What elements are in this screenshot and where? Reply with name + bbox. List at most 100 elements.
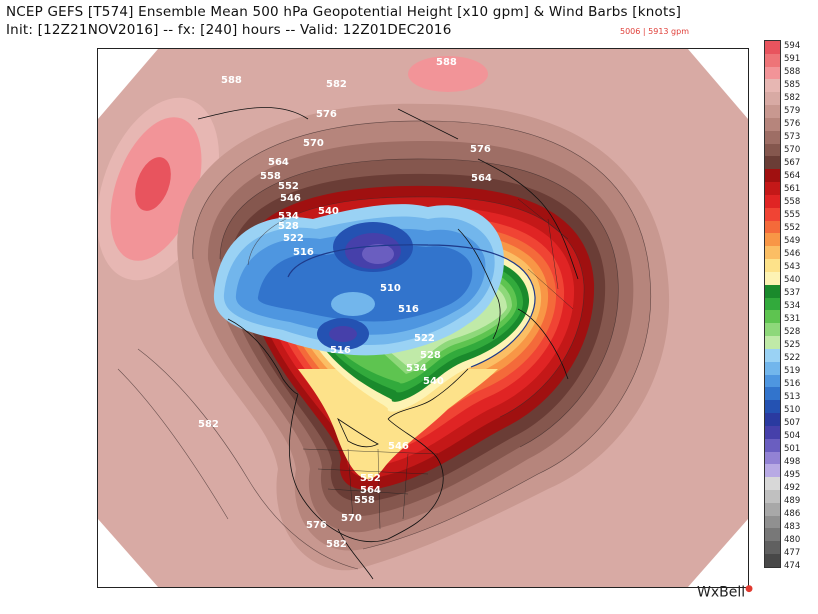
color-scale-label: 498 [784,456,816,469]
color-scale-label: 567 [784,157,816,170]
color-scale-swatch [765,118,780,131]
color-scale-label: 552 [784,222,816,235]
contour-label: 582 [198,419,219,430]
contour-label: 546 [280,193,301,204]
color-scale-swatch [765,298,780,311]
color-scale-swatch [765,182,780,195]
color-scale-label: 480 [784,534,816,547]
color-scale-swatch [765,310,780,323]
color-scale-label: 504 [784,430,816,443]
color-scale-label: 486 [784,508,816,521]
color-scale-swatch [765,156,780,169]
color-scale-swatch [765,439,780,452]
color-scale-label: 489 [784,495,816,508]
brand-text: WxBell [697,585,745,601]
color-scale-label: 549 [784,235,816,248]
contour-label: 570 [341,513,362,524]
color-scale-label: 531 [784,313,816,326]
contour-label: 546 [388,441,409,452]
color-scale-swatch [765,375,780,388]
color-scale-label: 594 [784,40,816,53]
color-scale-label: 501 [784,443,816,456]
color-scale-swatch [765,400,780,413]
color-scale-label: 573 [784,131,816,144]
color-scale-swatch [765,503,780,516]
color-scale-label: 543 [784,261,816,274]
color-scale-swatch [765,516,780,529]
contour-label: 540 [318,206,339,217]
color-scale-swatch [765,413,780,426]
geopotential-height-map: 588 588 582 576 570 576 564 564 558 552 … [98,49,748,587]
color-scale-swatch [765,233,780,246]
color-scale-label: 582 [784,92,816,105]
contour-label: 552 [278,181,299,192]
contour-label: 558 [354,495,375,506]
contour-label: 516 [330,345,351,356]
color-scale-label: 507 [784,417,816,430]
contour-label: 582 [326,79,347,90]
color-scale-label: 474 [784,560,816,573]
color-scale-swatch [765,169,780,182]
color-scale-swatch [765,67,780,80]
color-scale-swatch [765,285,780,298]
contour-label: 588 [436,57,457,68]
color-scale-swatch [765,246,780,259]
color-scale-label: 477 [784,547,816,560]
color-scale-label: 558 [784,196,816,209]
color-scale-swatch [765,92,780,105]
color-scale-swatch [765,131,780,144]
color-scale-label: 591 [784,53,816,66]
weak-ridge-inner [331,292,375,316]
color-scale-swatch [765,259,780,272]
color-scale-label: 555 [784,209,816,222]
color-scale-swatch [765,349,780,362]
color-scale-label: 576 [784,118,816,131]
color-scale-swatch [765,41,780,54]
contour-label: 534 [406,363,427,374]
color-scale-swatch [765,336,780,349]
color-scale-label: 579 [784,105,816,118]
color-scale-swatch [765,362,780,375]
wxbell-logo: WxBell● [697,584,753,601]
color-scale-label: 525 [784,339,816,352]
color-scale-swatch [765,477,780,490]
color-scale-label: 540 [784,274,816,287]
color-scale-swatch [765,387,780,400]
color-scale-label: 495 [784,469,816,482]
contour-label: 528 [420,350,441,361]
contour-label: 528 [278,221,299,232]
color-scale-label: 585 [784,79,816,92]
contour-label: 540 [423,376,444,387]
color-scale-label: 513 [784,391,816,404]
color-scale-swatch [765,464,780,477]
map-panel: 588 588 582 576 570 576 564 564 558 552 … [97,48,749,588]
chart-subtitle: Init: [12Z21NOV2016] -- fx: [240] hours … [6,22,452,38]
color-scale-label: 570 [784,144,816,157]
color-scale-swatch [765,323,780,336]
color-scale-label: 492 [784,482,816,495]
color-scale-swatch [765,195,780,208]
color-scale-swatch [765,528,780,541]
contour-label: 516 [293,247,314,258]
color-scale-label: 546 [784,248,816,261]
color-scale-label: 561 [784,183,816,196]
contour-label: 522 [414,333,435,344]
contour-label: 576 [470,144,491,155]
contour-label: 588 [221,75,242,86]
color-scale-swatch [765,490,780,503]
color-scale-swatch [765,272,780,285]
color-scale-swatch [765,554,780,567]
contour-label: 564 [360,485,381,496]
color-scale-label: 564 [784,170,816,183]
color-scale-label: 510 [784,404,816,417]
brand-dot-icon: ● [745,584,753,594]
color-scale-swatch [765,541,780,554]
contour-label: 570 [303,138,324,149]
color-scale-swatch [765,452,780,465]
contour-label: 516 [398,304,419,315]
low-core-south-inner [329,326,357,342]
value-range-label: 5006 | 5913 gpm [620,27,689,36]
color-scale-label: 534 [784,300,816,313]
color-scale-label: 522 [784,352,816,365]
contour-label: 576 [316,109,337,120]
